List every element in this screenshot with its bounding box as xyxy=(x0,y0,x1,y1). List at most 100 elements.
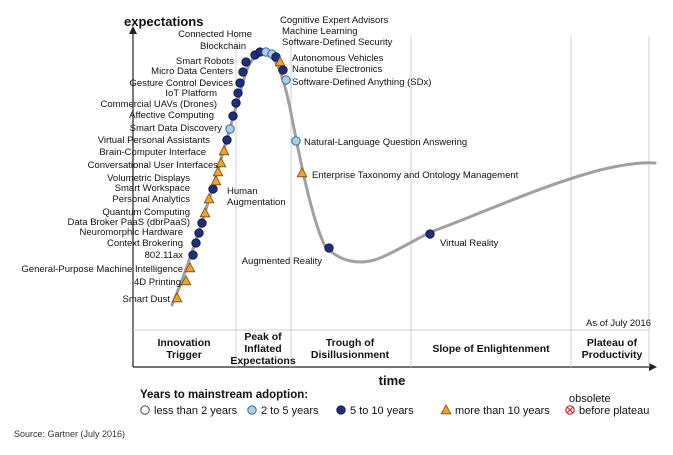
phase-2-line-2: Inflated xyxy=(244,343,281,355)
label-human-augmentation-line-2: Augmentation xyxy=(227,197,286,208)
phase-2-label: Peak of Inflated Expectations xyxy=(230,331,296,367)
label-affective-computing: Affective Computing xyxy=(129,110,214,121)
marker-802-11ax xyxy=(188,250,198,260)
legend-item-gt10-label: more than 10 years xyxy=(455,405,550,417)
phase-5-line-1: Plateau of xyxy=(587,337,638,349)
label-iot-platform: IoT Platform xyxy=(165,88,217,99)
marker-brain-computer-interface xyxy=(218,144,230,156)
phase-5-label: Plateau of Productivity xyxy=(582,337,643,361)
marker-nanotube-electronics xyxy=(278,65,288,75)
label-commercial-uavs-drones: Commercial UAVs (Drones) xyxy=(101,99,217,110)
legend-item-5to10-marker xyxy=(336,405,346,415)
legend-item-lt2: less than 2 years xyxy=(140,405,238,417)
marker-conversational-user-interfaces xyxy=(215,156,227,168)
label-software-defined-security: Software-Defined Security xyxy=(282,37,393,48)
label-neuromorphic-hardware: Neuromorphic Hardware xyxy=(80,227,183,238)
label-conversational-user-interfaces: Conversational User Interfaces xyxy=(88,160,219,171)
label-smart-dust: Smart Dust xyxy=(122,294,170,305)
legend-item-5to10-label: 5 to 10 years xyxy=(350,405,414,417)
label-human-augmentation-line-1: Human xyxy=(227,186,258,197)
marker-natural-language-question-answering xyxy=(291,136,301,146)
legend: Years to mainstream adoption: less than 2… xyxy=(140,389,649,417)
source-note: Source: Gartner (July 2016) xyxy=(14,429,125,439)
marker-smart-robots xyxy=(241,57,251,67)
label-general-purpose-machine-intelligence: General-Purpose Machine Intelligence xyxy=(21,264,183,275)
marker-autonomous-vehicles xyxy=(274,55,286,67)
marker-context-brokering xyxy=(191,238,201,248)
marker-micro-data-centers xyxy=(238,67,248,77)
legend-item-lt2-label: less than 2 years xyxy=(154,405,238,417)
marker-personal-analytics xyxy=(203,192,215,204)
phase-3-line-1: Trough of xyxy=(326,337,375,349)
marker-smart-data-discovery xyxy=(225,124,235,134)
label-802-11ax: 802.11ax xyxy=(145,250,184,261)
phase-4-line-1: Slope of Enlightenment xyxy=(432,343,550,355)
marker-data-broker-paas-dbrpaas xyxy=(197,218,207,228)
label-personal-analytics: Personal Analytics xyxy=(112,194,190,205)
chart-frame: expectations time As of July 2016 Source: G… xyxy=(14,14,657,439)
legend-item-gt10: more than 10 years xyxy=(440,403,550,417)
legend-item-obsolete-label-line-2: before plateau xyxy=(579,405,649,417)
technology-markers xyxy=(171,47,435,303)
hype-curve xyxy=(170,52,657,307)
label-volumetric-displays: Volumetric Displays xyxy=(107,173,190,184)
label-machine-learning: Machine Learning xyxy=(282,26,358,37)
marker-commercial-uavs-drones xyxy=(231,98,241,108)
phase-1-line-1: Innovation xyxy=(157,337,210,349)
label-smart-workspace: Smart Workspace xyxy=(115,183,190,194)
label-gesture-control-devices: Gesture Control Devices xyxy=(130,78,234,89)
x-axis-title: time xyxy=(379,373,406,388)
legend-item-obsolete-marker-cross-b xyxy=(566,406,574,414)
marker-affective-computing xyxy=(228,111,238,121)
label-micro-data-centers: Micro Data Centers xyxy=(151,66,233,77)
marker-human-augmentation xyxy=(212,165,224,177)
phase-1-label: Innovation Trigger xyxy=(157,337,210,361)
y-axis-title: expectations xyxy=(124,14,203,29)
marker-general-purpose-machine-intelligence xyxy=(184,261,196,273)
legend-item-lt2-marker xyxy=(140,405,150,415)
legend-item-obsolete-label-line-1: obsolete xyxy=(569,393,611,405)
label-smart-data-discovery: Smart Data Discovery xyxy=(130,123,223,134)
label-data-broker-paas-dbrpaas: Data Broker PaaS (dbrPaaS) xyxy=(67,217,190,228)
label-virtual-reality: Virtual Reality xyxy=(440,238,499,249)
marker-smart-dust xyxy=(171,291,183,303)
legend-item-2to5-label: 2 to 5 years xyxy=(261,405,319,417)
phase-1-line-2: Trigger xyxy=(166,349,202,361)
as-of-date: As of July 2016 xyxy=(586,318,651,329)
label-4d-printing: 4D Printing xyxy=(134,277,181,288)
label-smart-robots: Smart Robots xyxy=(176,56,234,67)
phase-2-line-3: Expectations xyxy=(230,355,296,367)
marker-virtual-reality xyxy=(425,229,435,239)
label-nanotube-electronics: Nanotube Electronics xyxy=(292,64,383,75)
label-blockchain: Blockchain xyxy=(200,41,246,52)
marker-4d-printing xyxy=(180,274,192,286)
hype-curve-layer xyxy=(170,52,657,307)
label-cognitive-expert-advisors: Cognitive Expert Advisors xyxy=(280,15,388,26)
legend-item-2to5-marker xyxy=(247,405,257,415)
phase-4-label: Slope of Enlightenment xyxy=(432,343,550,355)
legend-item-5to10: 5 to 10 years xyxy=(336,405,414,417)
label-autonomous-vehicles: Autonomous Vehicles xyxy=(292,53,384,64)
phase-labels: Innovation Trigger Peak of Inflated Expectat… xyxy=(157,331,642,367)
y-axis-arrow xyxy=(129,26,137,34)
marker-gesture-control-devices xyxy=(235,78,245,88)
legend-title: Years to mainstream adoption: xyxy=(140,389,308,401)
label-augmented-reality: Augmented Reality xyxy=(242,256,323,267)
x-axis-arrow xyxy=(649,363,657,371)
label-brain-computer-interface: Brain-Computer Interface xyxy=(99,147,206,158)
label-natural-language-question-answering: Natural-Language Question Answering xyxy=(304,137,467,148)
phase-3-label: Trough of Disillusionment xyxy=(311,337,390,361)
marker-augmented-reality xyxy=(324,243,334,253)
label-quantum-computing: Quantum Computing xyxy=(102,207,190,218)
phase-3-line-2: Disillusionment xyxy=(311,349,390,361)
label-context-brokering: Context Brokering xyxy=(107,238,183,249)
label-virtual-personal-assistants: Virtual Personal Assistants xyxy=(98,135,211,146)
marker-quantum-computing xyxy=(199,206,211,218)
label-human-augmentation: Human Augmentation xyxy=(227,186,286,208)
marker-iot-platform xyxy=(233,88,243,98)
marker-enterprise-taxonomy-and-ontology-management xyxy=(296,166,308,178)
technology-labels: Smart Dust 4D Printing General-Purpose Mac… xyxy=(21,15,518,305)
